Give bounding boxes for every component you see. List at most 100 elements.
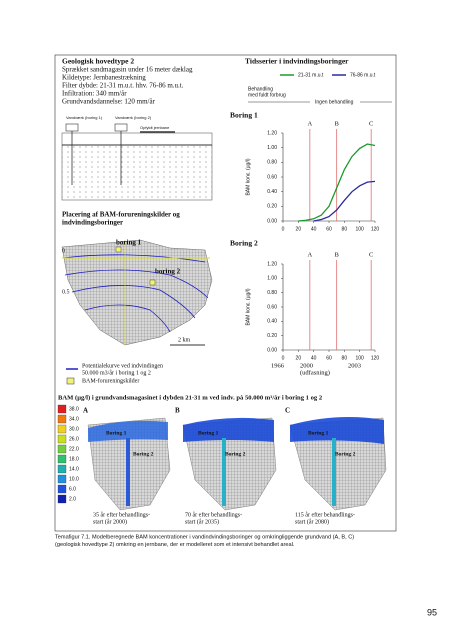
timeseries-title: Tidsserier i indvindingsboringer — [245, 57, 349, 66]
colorbar-swatch — [57, 464, 67, 474]
timeline-label: (udfasning) — [300, 369, 330, 376]
well-label: Boring 1 — [308, 430, 329, 436]
legend-label: 76-86 m.u.t — [350, 72, 376, 78]
x-tick-label: 40 — [311, 355, 317, 361]
colorbar-label: 38.0 — [69, 406, 79, 412]
geology-line: Grundvandsdannelse: 120 mm/år — [62, 98, 156, 106]
map-title: indvindingsboringer — [62, 219, 123, 227]
y-tick-label: 0.40 — [267, 319, 277, 325]
colorbar-label: 2.0 — [69, 496, 76, 502]
x-tick-label: 60 — [326, 355, 332, 361]
contour-label: 0.5 — [62, 289, 70, 295]
x-tick-label: 40 — [311, 226, 317, 232]
marker-label: A — [307, 120, 312, 127]
colorbar-swatch — [57, 404, 67, 414]
colorbar-swatch — [57, 474, 67, 484]
legend-text: BAM-forureningskilder — [82, 377, 139, 384]
colorbar-label: 18.0 — [69, 456, 79, 462]
colorbar-swatch — [57, 494, 67, 504]
y-tick-label: 0.40 — [267, 189, 277, 195]
geology-line: Filter dybde: 21-31 m.u.t. hhv. 76-86 m.… — [62, 82, 184, 90]
y-axis-label: BAM konc. (µg/l) — [245, 158, 251, 195]
panel-letter: C — [285, 407, 290, 415]
x-tick-label: 20 — [296, 226, 302, 232]
legend-text: Potentialekurve ved indvindingen — [82, 363, 163, 369]
geology-line: Kildetype: Jernbanestrækning — [62, 74, 146, 82]
colorbar-label: 22.0 — [69, 446, 79, 452]
cross-section — [61, 123, 213, 201]
colorbar-swatch — [57, 454, 67, 464]
section-label: Opfyldt jernbane — [140, 125, 170, 130]
bam-panels — [87, 416, 387, 511]
chart-title: Boring 2 — [230, 239, 258, 248]
colorbar-label: 26.0 — [69, 436, 79, 442]
colorbar-swatch — [57, 484, 67, 494]
figure-caption: (geologisk hovedtype 2) omkring en jernb… — [55, 542, 295, 548]
panel-caption: 35 år efter behandlings- — [93, 511, 150, 518]
marker-label: B — [334, 120, 339, 127]
y-tick-label: 0.80 — [267, 160, 277, 166]
marker-label: C — [369, 120, 373, 127]
y-tick-label: 0.60 — [267, 304, 277, 310]
y-tick-label: 0.20 — [267, 333, 277, 339]
x-tick-label: 20 — [296, 355, 302, 361]
panel-letter: B — [175, 407, 180, 415]
marker-label: A — [307, 251, 312, 258]
colorbar-label: 34.0 — [69, 416, 79, 422]
y-tick-label: 0.00 — [267, 218, 277, 224]
timeline-label: 2000 — [300, 362, 313, 369]
section-label: Vandværk (boring 2) — [115, 115, 152, 120]
series-line — [298, 143, 376, 222]
x-tick-label: 0 — [282, 355, 285, 361]
treatment-label: Behandling — [248, 86, 273, 92]
no-treatment-label: Ingen behandling — [315, 99, 354, 105]
legend-text: 50.000 m3/år i boring 1 og 2 — [82, 369, 151, 376]
well-label: boring 2 — [155, 268, 181, 276]
well-label: Boring 2 — [133, 451, 154, 457]
section-label: Vandværk (boring 1) — [66, 115, 103, 120]
well-label: Boring 1 — [106, 430, 127, 436]
x-tick-label: 120 — [371, 355, 380, 361]
colorbar-label: 30.0 — [69, 426, 79, 432]
y-tick-label: 0.60 — [267, 174, 277, 180]
geology-line: Infiltration: 340 mm/år — [62, 90, 127, 98]
x-tick-label: 100 — [355, 355, 364, 361]
colorbar-swatch — [57, 424, 67, 434]
timeline-label: 2003 — [348, 362, 361, 369]
well-label: Boring 1 — [198, 430, 219, 436]
page-number: 95 — [427, 607, 437, 617]
marker-label: B — [334, 251, 339, 258]
y-tick-label: 0.00 — [267, 347, 277, 353]
bam-title: BAM (µg/l) i grundvandsmagasinet i dybde… — [58, 395, 323, 402]
colorbar-label: 14.0 — [69, 466, 79, 472]
x-tick-label: 60 — [326, 226, 332, 232]
y-tick-label: 1.20 — [267, 130, 277, 136]
chart-title: Boring 1 — [230, 111, 258, 120]
well-label: Boring 2 — [335, 451, 356, 457]
y-tick-label: 0.80 — [267, 290, 277, 296]
marker-label: C — [369, 251, 373, 258]
geology-title: Geologisk hovedtype 2 — [62, 57, 134, 66]
scale-label: 2 km — [178, 337, 191, 343]
panel-caption: 70 år efter behandlings- — [185, 511, 242, 518]
colorbar-label: 6.0 — [69, 486, 76, 492]
y-tick-label: 1.00 — [267, 145, 277, 151]
y-tick-label: 1.20 — [267, 261, 277, 267]
y-tick-label: 1.00 — [267, 276, 277, 282]
colorbar-swatch — [57, 444, 67, 454]
series-line — [313, 180, 376, 222]
colorbar-label: 10.0 — [69, 476, 79, 482]
figure-frame — [54, 54, 397, 532]
contour-label: 0 — [62, 248, 65, 254]
panel-caption: start (år 2000) — [93, 518, 127, 525]
x-tick-label: 80 — [342, 355, 348, 361]
panel-letter: A — [83, 407, 88, 415]
panel-caption: start (år 2035) — [185, 518, 219, 525]
geology-line: Sprækket sandmagasin under 16 meter dækl… — [62, 66, 193, 74]
y-axis-label: BAM konc. (µg/l) — [245, 288, 251, 325]
x-tick-label: 120 — [371, 226, 380, 232]
well-label: boring 1 — [116, 239, 142, 247]
treatment-label: med fuldt forbrug — [248, 92, 286, 98]
x-tick-label: 0 — [282, 226, 285, 232]
